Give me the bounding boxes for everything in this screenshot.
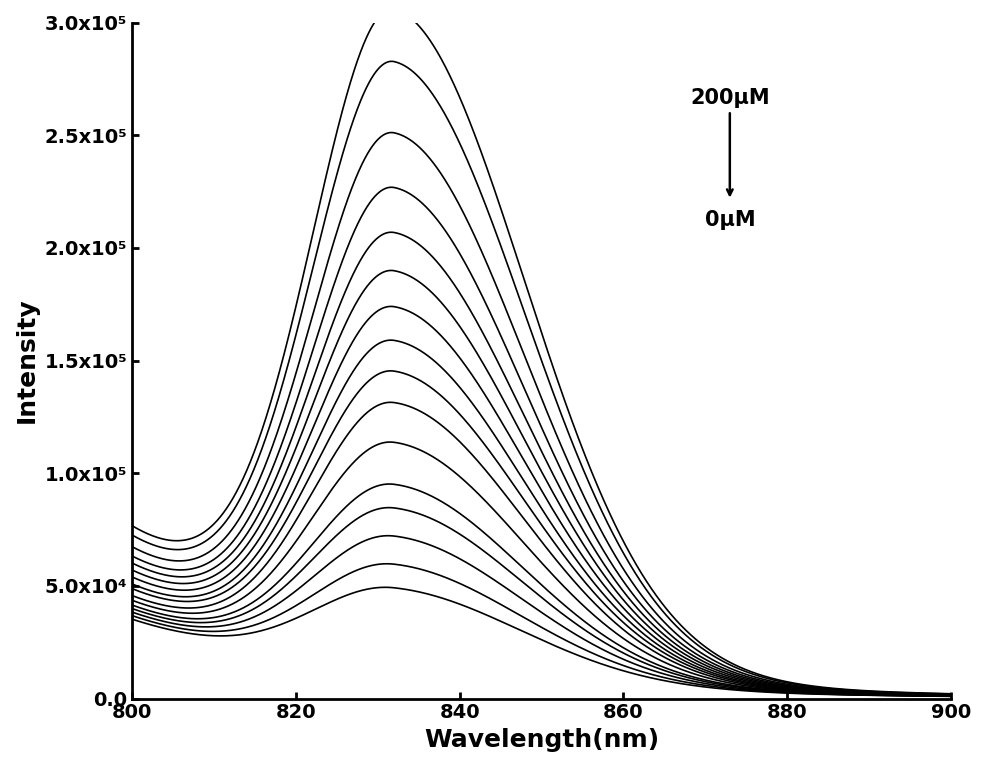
X-axis label: Wavelength(nm): Wavelength(nm) [424,728,659,752]
Text: 200μM: 200μM [690,88,770,108]
Text: 0μM: 0μM [705,209,755,229]
Y-axis label: Intensity: Intensity [15,298,39,423]
